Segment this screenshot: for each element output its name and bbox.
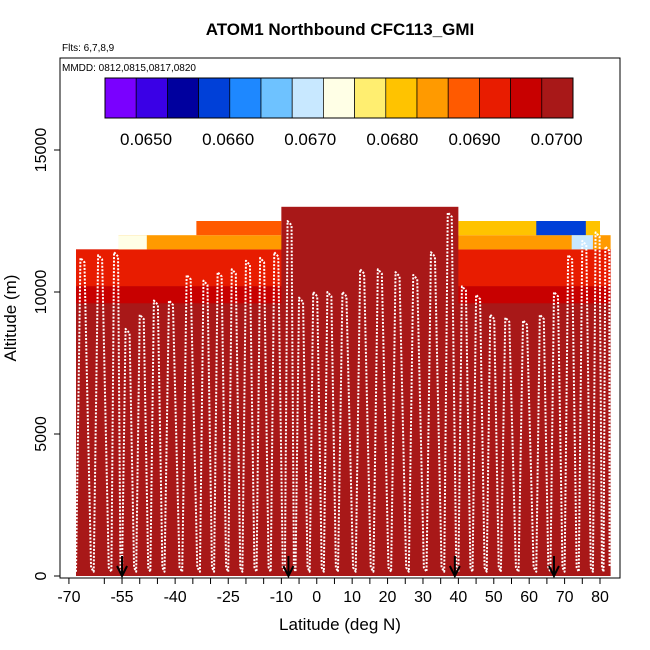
field-layer <box>196 221 282 236</box>
x-tick-label: 50 <box>485 589 503 606</box>
colorbar-swatch <box>447 77 480 119</box>
x-tick-label: 0 <box>312 589 321 606</box>
colorbar-swatch <box>260 77 293 119</box>
plot-border <box>59 57 621 579</box>
arrow-head <box>548 565 560 579</box>
colorbar-tick-label: 0.0700 <box>531 130 583 149</box>
arrow-head <box>448 565 461 579</box>
colorbar-tick-label: 0.0690 <box>448 130 500 149</box>
arrow-head <box>116 565 128 579</box>
arrow-marker <box>116 556 128 579</box>
arrow-marker <box>282 556 295 579</box>
x-tick-label: 60 <box>520 589 538 606</box>
dates-label: MMDD: 0812,0815,0817,0820 <box>62 63 196 74</box>
y-axis-label: Altitude (m) <box>1 275 20 362</box>
chart-title: ATOM1 Northbound CFC113_GMI <box>206 20 475 39</box>
x-tick-label: 40 <box>449 589 467 606</box>
x-tick-label: -40 <box>164 589 187 606</box>
colorbar-swatch <box>385 77 418 119</box>
colorbar-tick-label: 0.0670 <box>284 130 336 149</box>
x-tick-label: -25 <box>217 589 240 606</box>
colorbar-tick-label: 0.0650 <box>120 130 172 149</box>
x-tick-label: 80 <box>591 589 609 606</box>
y-tick-label: 10000 <box>33 270 50 315</box>
colorbar-swatch <box>135 77 168 119</box>
colorbar-swatch <box>416 77 449 119</box>
arrow-head <box>282 565 295 579</box>
colorbar-swatch <box>291 77 324 119</box>
x-tick-label: -55 <box>110 589 133 606</box>
field-patch <box>536 221 586 236</box>
colorbar-swatch <box>510 77 543 119</box>
x-tick-label: 20 <box>379 589 397 606</box>
colorbar-swatch <box>198 77 231 119</box>
colorbar-tick-label: 0.0680 <box>366 130 418 149</box>
field-patch <box>571 235 593 250</box>
colorbar: 0.0650 0.0660 0.0670 0.0680 0.0690 0.0700 <box>104 77 583 149</box>
y-axis: 0 5000 10000 15000 <box>33 128 60 580</box>
x-tick-label: 30 <box>414 589 432 606</box>
x-tick-label: 70 <box>556 589 574 606</box>
colorbar-swatch <box>479 77 511 119</box>
x-tick-label: -10 <box>270 589 293 606</box>
colorbar-border <box>104 77 574 119</box>
colorbar-swatch <box>354 77 387 119</box>
x-axis: -70 -55 -40 -25 -10 0 10 20 30 40 50 60 70 80 <box>57 578 609 606</box>
plot-area <box>75 206 611 579</box>
x-tick-label: 10 <box>343 589 361 606</box>
colorbar-swatch <box>229 77 262 119</box>
x-axis-label: Latitude (deg N) <box>279 615 401 634</box>
colorbar-swatch <box>167 77 199 119</box>
y-tick-label: 0 <box>33 571 50 580</box>
colorbar-tick-label: 0.0660 <box>202 130 254 149</box>
y-tick-label: 15000 <box>33 128 50 173</box>
field-patch <box>118 235 147 250</box>
colorbar-swatch <box>541 77 574 119</box>
flights-label: Flts: 6,7,8,9 <box>62 43 115 54</box>
arrow-marker <box>448 556 461 579</box>
colorbar-swatch <box>104 77 137 119</box>
x-tick-label: -70 <box>57 589 80 606</box>
flight-track <box>75 211 611 573</box>
colorbar-swatch <box>323 77 355 119</box>
y-tick-label: 5000 <box>33 416 50 452</box>
arrow-marker <box>548 556 560 579</box>
